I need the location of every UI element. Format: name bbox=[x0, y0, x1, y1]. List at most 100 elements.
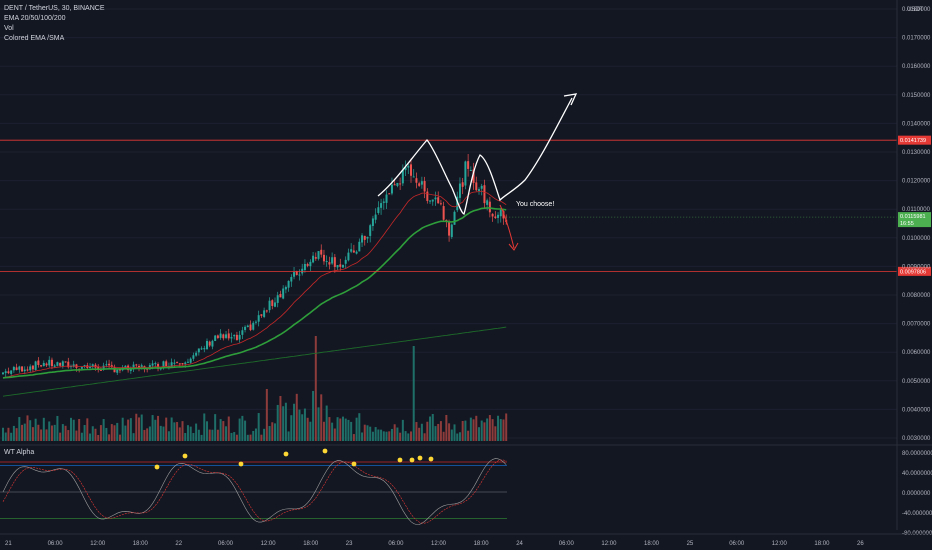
volume-bar bbox=[437, 423, 440, 441]
candle-body bbox=[140, 365, 143, 368]
down-arrow-line bbox=[499, 204, 515, 249]
candle-body bbox=[361, 235, 364, 243]
candle-body bbox=[396, 182, 399, 186]
volume-bar bbox=[282, 406, 285, 441]
x-tick-label: 23 bbox=[346, 541, 353, 547]
y-tick-label: 0.0070000 bbox=[902, 322, 931, 328]
candle-body bbox=[407, 165, 410, 168]
volume-bar bbox=[108, 434, 111, 441]
candle-body bbox=[200, 348, 203, 350]
volume-bar bbox=[181, 421, 184, 441]
volume-bar bbox=[328, 417, 331, 441]
wt-signal-dot bbox=[182, 453, 188, 459]
candle-body bbox=[478, 189, 480, 191]
volume-bar bbox=[306, 417, 309, 441]
candle-body bbox=[108, 363, 111, 366]
volume-bar bbox=[222, 421, 225, 441]
candle-body bbox=[429, 200, 432, 202]
candle-body bbox=[184, 362, 187, 365]
volume-bar bbox=[244, 420, 247, 441]
volume-bar bbox=[344, 418, 347, 441]
volume-bar bbox=[72, 419, 75, 441]
candle-body bbox=[355, 251, 358, 254]
candle-body bbox=[206, 340, 208, 350]
volume-bar bbox=[124, 425, 127, 441]
volume-bar bbox=[241, 415, 244, 441]
candle-body bbox=[197, 348, 200, 353]
wt1-line bbox=[2, 458, 507, 525]
volume-bar bbox=[445, 414, 448, 441]
x-tick-label: 06:00 bbox=[48, 541, 64, 547]
wt-signal-dot bbox=[409, 457, 415, 463]
volume-bar bbox=[287, 431, 290, 441]
volume-bar bbox=[214, 414, 217, 441]
volume-bar bbox=[312, 390, 315, 441]
volume-bar bbox=[317, 407, 320, 441]
candle-body bbox=[483, 185, 486, 204]
candle-body bbox=[50, 359, 53, 367]
x-tick-label: 18:00 bbox=[133, 541, 149, 547]
volume-bar bbox=[358, 413, 361, 441]
level-tag-label: 0.0141739 bbox=[900, 138, 926, 144]
candle-body bbox=[488, 201, 491, 213]
candle-body bbox=[390, 184, 393, 194]
candle-body bbox=[309, 261, 312, 267]
candle-body bbox=[371, 218, 374, 226]
candle-body bbox=[382, 201, 385, 203]
y-tick-label: 0.0170000 bbox=[902, 36, 931, 42]
volume-bar bbox=[404, 431, 407, 441]
volume-bar bbox=[146, 428, 149, 441]
volume-bar bbox=[64, 425, 67, 441]
volume-bar bbox=[369, 426, 372, 441]
candle-body bbox=[192, 355, 195, 359]
candle-body bbox=[157, 363, 160, 369]
volume-bar bbox=[227, 416, 230, 441]
candle-body bbox=[118, 369, 121, 371]
candle-body bbox=[342, 264, 344, 268]
volume-bar bbox=[86, 418, 89, 441]
candle-body bbox=[472, 169, 475, 183]
volume-bars bbox=[2, 336, 508, 441]
volume-bar bbox=[393, 424, 396, 441]
volume-bar bbox=[197, 429, 200, 441]
volume-bar bbox=[170, 417, 173, 441]
volume-bar bbox=[12, 425, 15, 441]
volume-bar bbox=[21, 424, 24, 441]
volume-bar bbox=[116, 422, 119, 441]
candle-body bbox=[328, 262, 331, 265]
volume-bar bbox=[61, 424, 64, 441]
volume-bar bbox=[173, 422, 176, 441]
volume-bar bbox=[102, 419, 105, 441]
candle-body bbox=[42, 362, 45, 367]
candle-body bbox=[320, 249, 323, 255]
candle-body bbox=[260, 314, 263, 316]
candle-body bbox=[225, 334, 228, 338]
volume-bar bbox=[246, 434, 249, 441]
candle-body bbox=[298, 274, 301, 276]
candle-body bbox=[227, 333, 230, 339]
x-tick-label: 18:00 bbox=[814, 541, 830, 547]
wt-signal-dot bbox=[417, 455, 423, 461]
volume-bar bbox=[475, 415, 478, 441]
volume-bar bbox=[486, 418, 489, 441]
volume-bar bbox=[268, 426, 271, 441]
volume-bar bbox=[342, 416, 344, 441]
x-tick-label: 18:00 bbox=[644, 541, 660, 547]
candle-body bbox=[238, 334, 241, 340]
volume-bar bbox=[347, 419, 350, 441]
wt-signal-dot bbox=[154, 464, 160, 470]
volume-bar bbox=[322, 421, 325, 441]
candle-body bbox=[480, 185, 483, 189]
volume-bar bbox=[502, 419, 505, 441]
candle-body bbox=[453, 211, 456, 225]
volume-bar bbox=[410, 431, 412, 441]
volume-bar bbox=[377, 429, 380, 441]
up-arrow-head bbox=[563, 93, 578, 106]
symbol-title: DENT / TetherUS, 30, BINANCE bbox=[4, 5, 105, 12]
candle-body bbox=[15, 367, 18, 371]
candle-body bbox=[37, 360, 40, 365]
volume-bar bbox=[497, 415, 500, 441]
time-axis: 21 06:00 12:00 18:00 22 06:00 12:00 18:00 23 06:0… bbox=[0, 533, 932, 547]
volume-bar bbox=[45, 429, 48, 441]
